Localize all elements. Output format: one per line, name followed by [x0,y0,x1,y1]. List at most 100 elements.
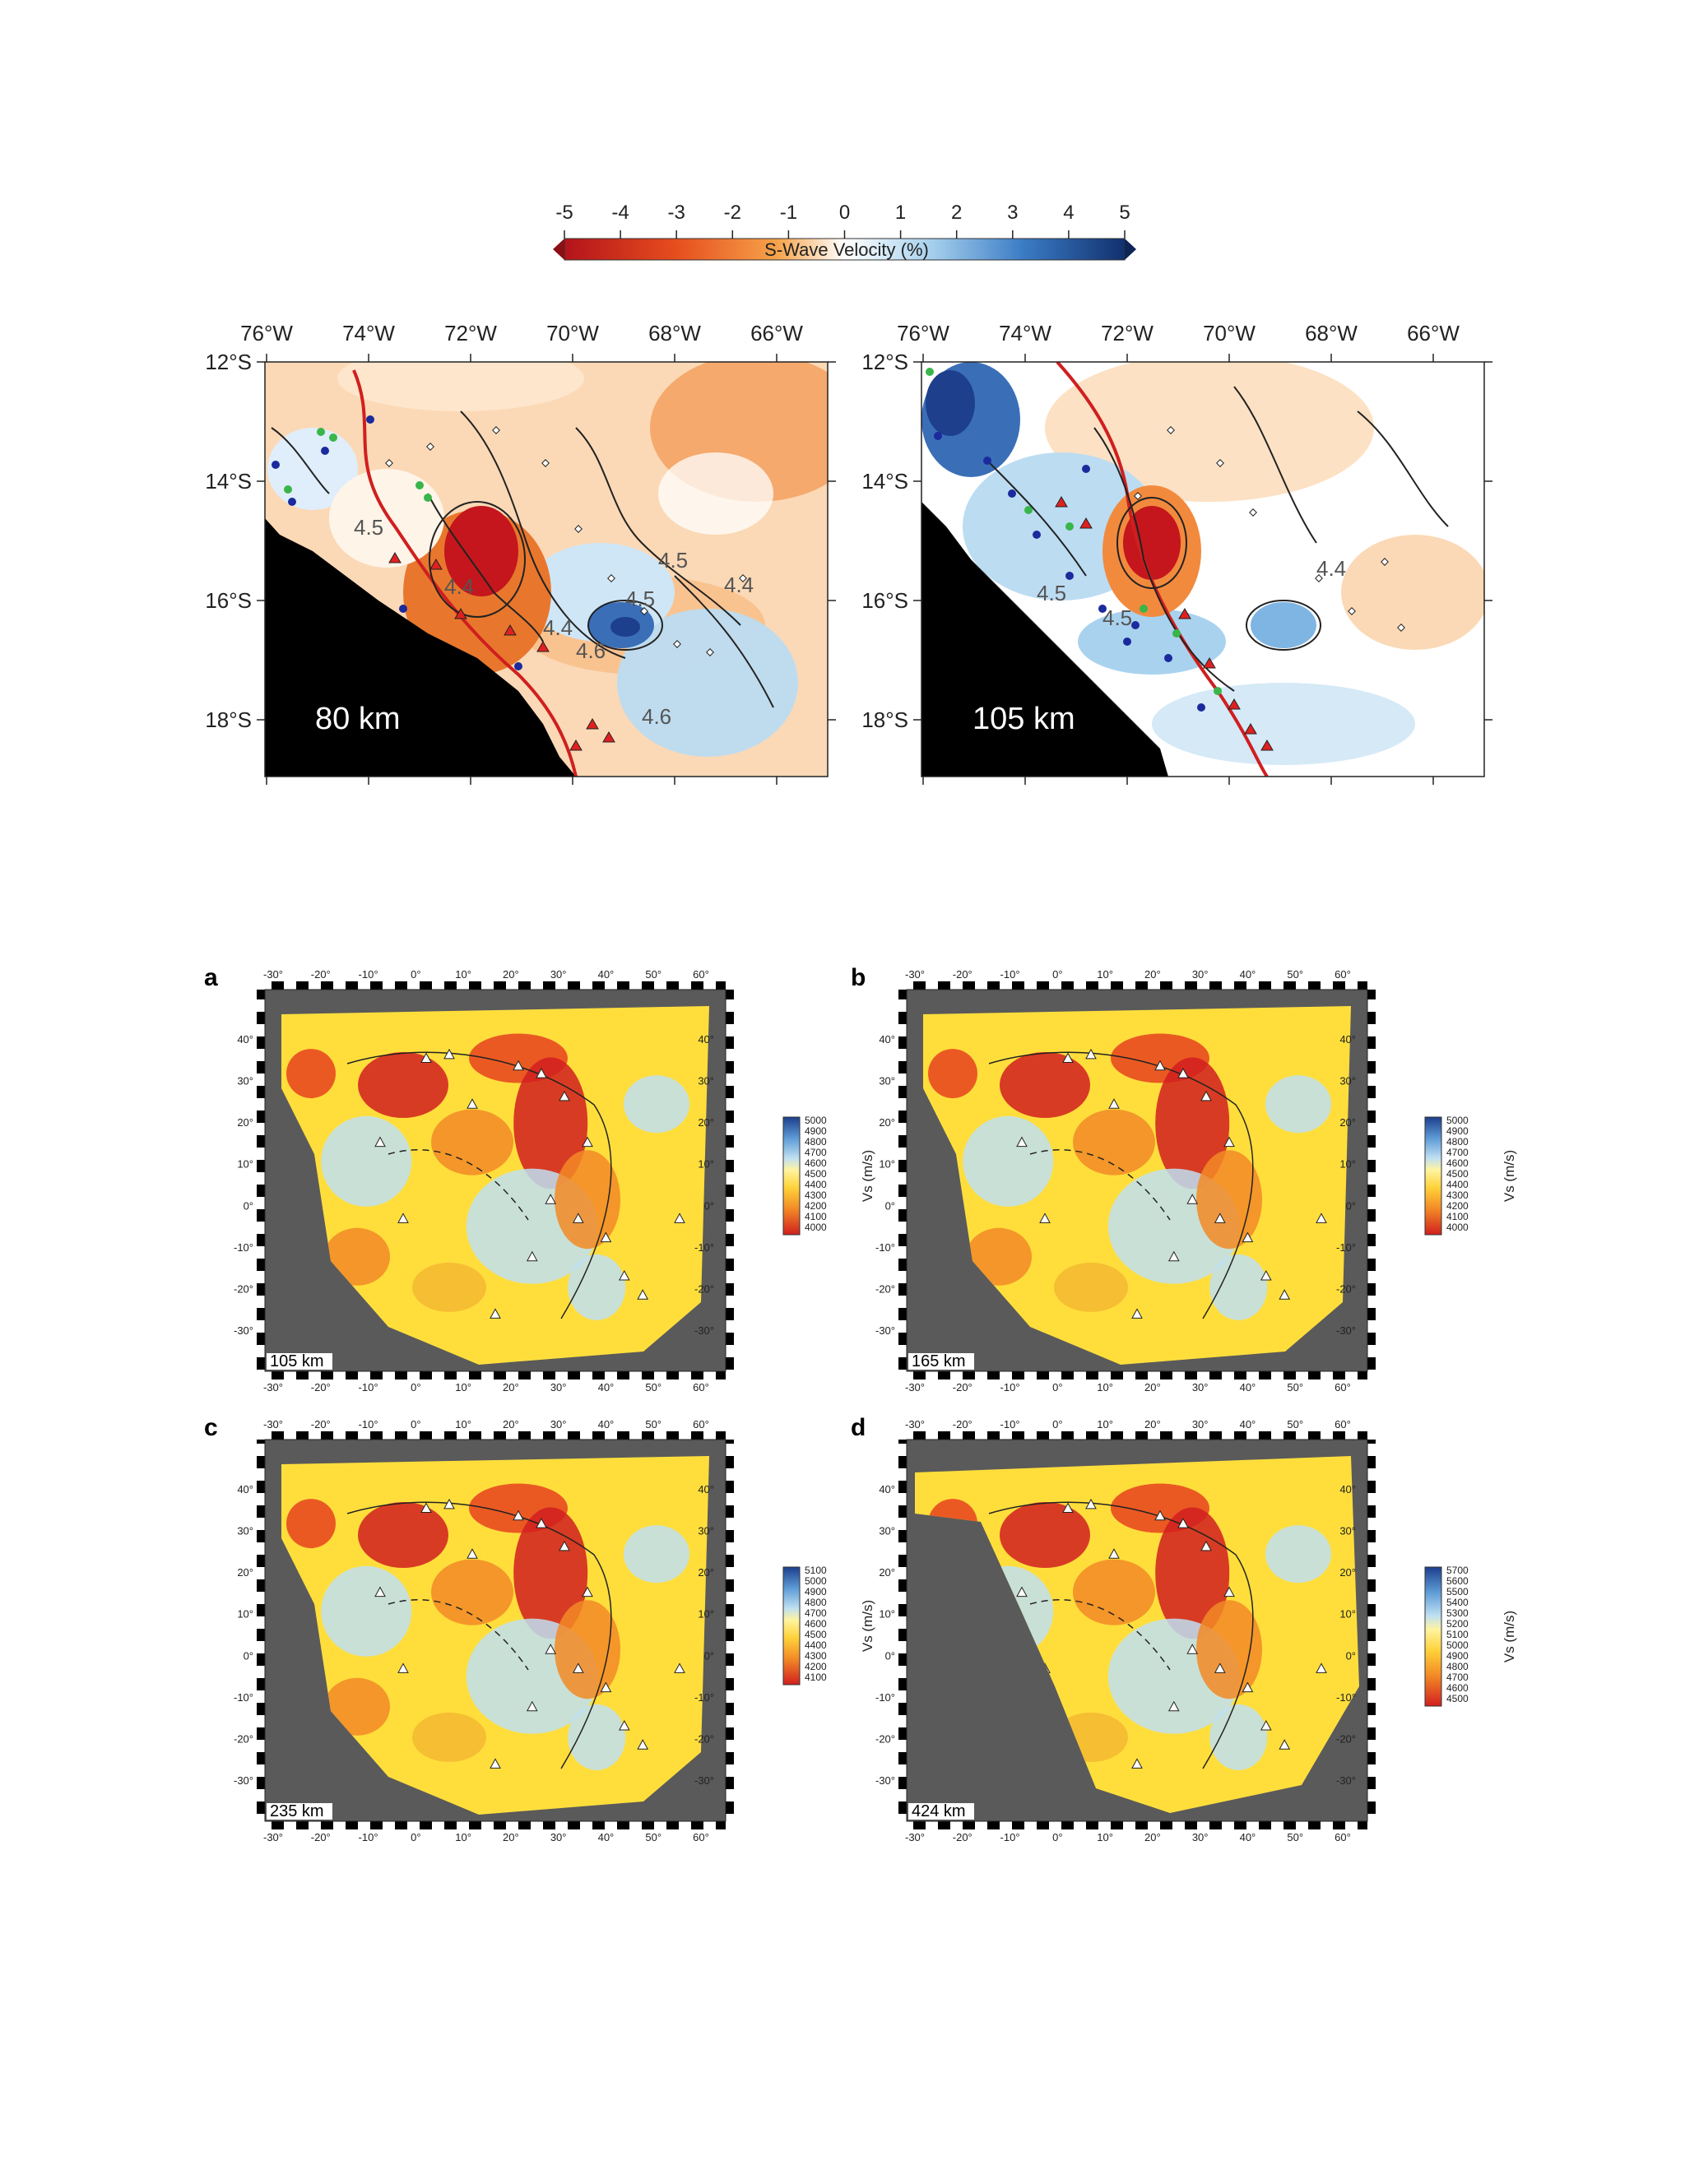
lon-tick-label: 40° [1240,1381,1256,1393]
lat-tick-label: -30° [694,1774,714,1787]
depth-label: 424 km [912,1802,966,1820]
vs-unit-label: Vs (m/s) [1502,1611,1517,1662]
vs-scale-label: 4400 [805,1639,827,1651]
lat-tick-label: 40° [237,1483,253,1495]
lon-tick-label: 66°W [750,321,803,345]
lat-tick-label: 30° [879,1075,895,1087]
station-marker [1177,1068,1189,1078]
vs-scale-label: 5000 [1446,1639,1469,1651]
vs-unit-label: Vs (m/s) [860,1600,875,1652]
station-marker [526,1700,538,1712]
frame-top [265,1431,726,1440]
station-marker [1085,1498,1097,1509]
colorbar-label: S-Wave Velocity (%) [764,239,929,260]
lon-tick-label: 40° [598,968,615,981]
vs-scale-label: 4600 [805,1618,827,1630]
lon-tick-label: -20° [311,1381,331,1393]
velocity-anomaly [321,1565,412,1657]
lat-tick-label: 10° [879,1158,895,1171]
contour-label: 4.4 [724,573,754,597]
lon-tick-label: -10° [1000,1418,1020,1430]
lat-tick-label: -30° [875,1324,895,1337]
vs-scale-label: 4800 [1446,1136,1469,1148]
lat-tick-label: 10° [237,1158,253,1171]
lon-tick-label: 30° [550,1381,567,1393]
lat-tick-label: -30° [694,1324,714,1337]
lat-tick-label: 20° [237,1116,253,1129]
lon-tick-label: 0° [1052,968,1062,981]
contour-label: 4.5 [1037,581,1066,605]
map-frame [906,989,1368,1372]
vs-scale-label: 5200 [1446,1618,1469,1630]
lon-tick-label: -20° [953,1831,972,1843]
lat-tick-label: -10° [694,1241,714,1254]
contour-label: 4.4 [444,574,474,599]
velocity-anomaly [1155,1057,1230,1189]
lon-tick-label: -10° [359,1381,378,1393]
lon-tick-label: 66°W [1407,321,1460,345]
station-marker [1242,1231,1254,1243]
vs-colorbar [1424,1566,1442,1707]
lat-tick-label: -30° [1336,1774,1356,1787]
station-marker [513,1060,524,1071]
lon-tick-label: 30° [1192,1418,1209,1430]
lon-tick-label: -30° [905,968,925,981]
velocity-anomaly [568,1704,626,1770]
vs-scale-label: 4000 [1446,1222,1469,1233]
lon-tick-label: 20° [1144,1418,1161,1430]
lon-tick-label: 30° [1192,968,1209,981]
station-marker [1279,1289,1291,1300]
velocity-anomaly [513,1057,588,1189]
lon-tick-label: 50° [645,1418,661,1430]
station-marker [513,1509,524,1521]
lat-tick-label: 40° [879,1483,895,1495]
station-marker [1214,1213,1226,1223]
vs-scale-label: 4900 [1446,1125,1469,1137]
lon-tick-label: 72°W [1101,321,1154,345]
vs-scale-label: 4200 [805,1661,827,1672]
vs-colorbar [1424,1116,1442,1236]
lon-tick-label: -10° [1000,1831,1020,1843]
station-marker [490,1758,501,1769]
lon-tick-label: 50° [645,1381,661,1393]
station-marker [1085,1048,1097,1060]
station-marker [1154,1060,1166,1071]
africa-panel-d: -30° -30° -20° -20° -10° -10° 0° 0° 10° 10° 20° 20°… [851,1414,1517,1843]
lat-tick-label: -20° [1336,1732,1356,1745]
craton-outline [1029,1599,1171,1671]
station-marker [674,1213,685,1223]
velocity-anomaly [966,1227,1032,1286]
craton-outline [388,1599,529,1671]
vs-scale-label: 4400 [805,1179,827,1190]
velocity-anomaly [324,1677,390,1736]
lat-tick-label: 30° [698,1525,714,1537]
velocity-anomaly [358,1052,448,1118]
station-marker [536,1518,547,1528]
station-marker [467,1548,478,1559]
vs-scale-label: 4700 [805,1607,827,1619]
velocity-anomaly [624,1075,689,1134]
frame-top [265,981,726,990]
lon-tick-label: -10° [359,1831,378,1843]
station-marker [374,1136,386,1148]
lat-tick-label: 20° [1339,1116,1356,1129]
frame-left [257,990,265,1371]
lat-tick-label: 0° [244,1649,253,1662]
lon-tick-label: 10° [1097,1381,1113,1393]
vs-colorbar [782,1566,801,1686]
lat-tick-label: 10° [237,1608,253,1621]
frame-bottom [265,1371,726,1379]
station-marker [600,1681,612,1693]
station-marker [582,1586,593,1597]
lat-tick-label: -20° [875,1282,895,1295]
depth-label-bg [267,1353,332,1370]
frame-right [726,990,734,1371]
lat-tick-label: 18°S [205,707,252,732]
colorbar-tick-label: 3 [1007,202,1018,224]
velocity-anomaly [1196,1600,1262,1699]
velocity-anomaly [412,1262,486,1312]
lat-tick-label: -10° [694,1691,714,1704]
vs-scale-label: 4300 [805,1189,827,1201]
lon-tick-label: -20° [311,1831,331,1843]
